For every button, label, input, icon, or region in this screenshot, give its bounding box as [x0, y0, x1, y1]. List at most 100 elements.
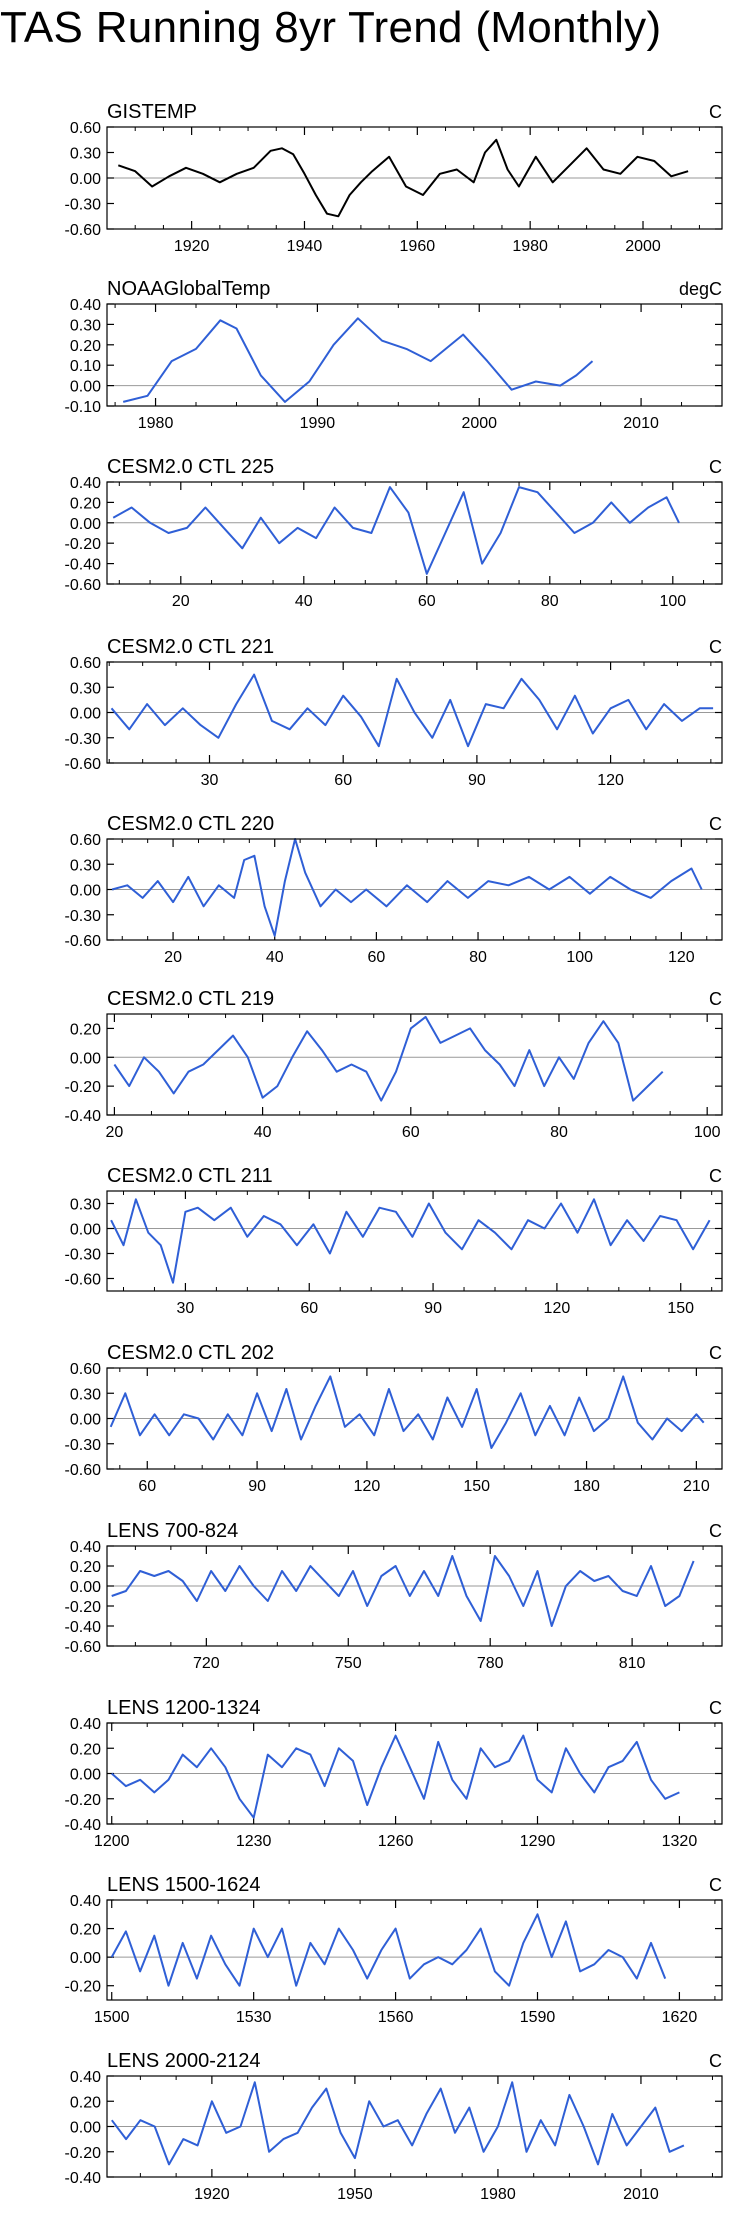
chart-panel: CESM2.0 CTL 220 C -0.60 -0.30 0.00 0.30 0.60 20… — [65, 813, 723, 966]
y-tick-label: 0.30 — [70, 317, 101, 334]
page-title: TAS Running 8yr Trend (Monthly) — [0, 3, 662, 52]
x-tick-label: 1920 — [174, 238, 210, 255]
plot-frame — [106, 838, 723, 941]
x-tick-label: 120 — [597, 772, 624, 789]
y-tick-label: -0.60 — [65, 756, 102, 773]
y-tick-label: 0.00 — [70, 1950, 101, 1967]
x-tick-label: 750 — [335, 1655, 362, 1672]
x-tick-label: 20 — [172, 593, 190, 610]
chart-title: LENS 1200-1324 — [107, 1697, 260, 1719]
y-tick-label: -0.20 — [65, 2145, 102, 2162]
x-tick-label: 30 — [201, 772, 219, 789]
x-tick-label: 1320 — [662, 1833, 698, 1850]
y-tick-label: -0.40 — [65, 1817, 102, 1834]
y-tick-label: 0.40 — [70, 475, 101, 492]
x-tick-label: 60 — [402, 1124, 420, 1141]
chart-title: LENS 1500-1624 — [107, 1874, 260, 1896]
plot-frame — [106, 1722, 723, 1825]
y-tick-label: 0.40 — [70, 1539, 101, 1556]
chart-title: LENS 2000-2124 — [107, 2050, 260, 2072]
plot-frame — [106, 661, 723, 764]
x-tick-label: 1200 — [94, 1833, 130, 1850]
x-tick-label: 1920 — [194, 2186, 230, 2203]
y-tick-label: -0.30 — [65, 731, 102, 748]
x-tick-label: 1620 — [662, 2009, 698, 2026]
series-line — [122, 317, 594, 403]
y-tick-label: 0.20 — [70, 1922, 101, 1939]
y-tick-label: 0.00 — [70, 1050, 101, 1067]
x-tick-label: 2000 — [461, 415, 497, 432]
y-tick-label: -0.30 — [65, 197, 102, 214]
x-tick-label: 1980 — [512, 238, 548, 255]
x-tick-label: 2000 — [625, 238, 661, 255]
chart-units: C — [709, 1875, 722, 1895]
chart-title: CESM2.0 CTL 220 — [107, 813, 274, 835]
y-tick-label: 0.40 — [70, 2069, 101, 2086]
plot-frame — [106, 1190, 723, 1292]
y-tick-label: -0.40 — [65, 557, 102, 574]
series-line — [111, 1734, 680, 1819]
series-line — [111, 838, 703, 937]
x-tick-label: 30 — [177, 1300, 195, 1317]
y-tick-label: -0.60 — [65, 222, 102, 239]
chart-units: degC — [679, 279, 722, 299]
chart-panel: LENS 1500-1624 C -0.20 0.00 0.20 0.40 1500 1530… — [65, 1874, 723, 2026]
y-tick-label: -0.20 — [65, 1979, 102, 1996]
x-tick-label: 1950 — [337, 2186, 373, 2203]
y-tick-label: 0.30 — [70, 1386, 101, 1403]
y-tick-label: 0.40 — [70, 297, 101, 314]
chart-units: C — [709, 637, 722, 657]
plot-frame — [106, 481, 723, 585]
y-tick-label: 0.20 — [70, 2094, 101, 2111]
plot-frame — [106, 2075, 723, 2178]
y-tick-label: -0.30 — [65, 1437, 102, 1454]
x-tick-label: 1560 — [378, 2009, 414, 2026]
y-tick-label: 0.00 — [70, 2120, 101, 2137]
y-tick-label: 0.20 — [70, 495, 101, 512]
y-tick-label: 0.30 — [70, 857, 101, 874]
x-tick-label: 1530 — [236, 2009, 272, 2026]
x-tick-label: 720 — [193, 1655, 220, 1672]
chart-units: C — [709, 989, 722, 1009]
y-tick-label: 0.40 — [70, 1716, 101, 1733]
x-tick-label: 80 — [541, 593, 559, 610]
series-line — [111, 2081, 685, 2166]
chart-panel: CESM2.0 CTL 221 C -0.60 -0.30 0.00 0.30 0.60 30… — [65, 636, 723, 789]
x-tick-label: 40 — [254, 1124, 272, 1141]
series-line — [110, 673, 714, 748]
x-tick-label: 2010 — [623, 415, 659, 432]
x-tick-label: 40 — [295, 593, 313, 610]
series-line — [113, 1015, 664, 1102]
y-tick-label: -0.20 — [65, 536, 102, 553]
chart-panel: LENS 2000-2124 C -0.40 -0.20 0.00 0.20 0.40 192… — [65, 2050, 723, 2203]
x-tick-label: 2010 — [623, 2186, 659, 2203]
x-tick-label: 1290 — [520, 1833, 556, 1850]
series-line — [111, 1555, 695, 1627]
chart-title: LENS 700-824 — [107, 1520, 238, 1542]
y-tick-label: 0.10 — [70, 358, 101, 375]
y-tick-label: 0.00 — [70, 379, 101, 396]
y-tick-label: 0.00 — [70, 1579, 101, 1596]
x-tick-label: 20 — [164, 949, 182, 966]
chart-title: CESM2.0 CTL 219 — [107, 988, 274, 1010]
chart-panel: CESM2.0 CTL 219 C -0.40 -0.20 0.00 0.20 20 40 60… — [65, 988, 723, 1141]
x-tick-label: 1940 — [287, 238, 323, 255]
x-tick-label: 150 — [463, 1478, 490, 1495]
chart-title: CESM2.0 CTL 225 — [107, 456, 274, 478]
x-tick-label: 1980 — [138, 415, 174, 432]
series-line — [117, 138, 689, 218]
plot-frame — [106, 303, 723, 407]
chart-title: GISTEMP — [107, 101, 197, 123]
x-tick-label: 100 — [659, 593, 686, 610]
plot-frame — [106, 1545, 723, 1647]
y-tick-label: 0.30 — [70, 1197, 101, 1214]
y-tick-label: 0.30 — [70, 146, 101, 163]
x-tick-label: 90 — [468, 772, 486, 789]
series-line — [110, 1198, 711, 1284]
y-tick-label: 0.60 — [70, 655, 101, 672]
y-tick-label: -0.20 — [65, 1599, 102, 1616]
plot-frame — [106, 1367, 723, 1470]
y-tick-label: -0.10 — [65, 399, 102, 416]
x-tick-label: 1260 — [378, 1833, 414, 1850]
